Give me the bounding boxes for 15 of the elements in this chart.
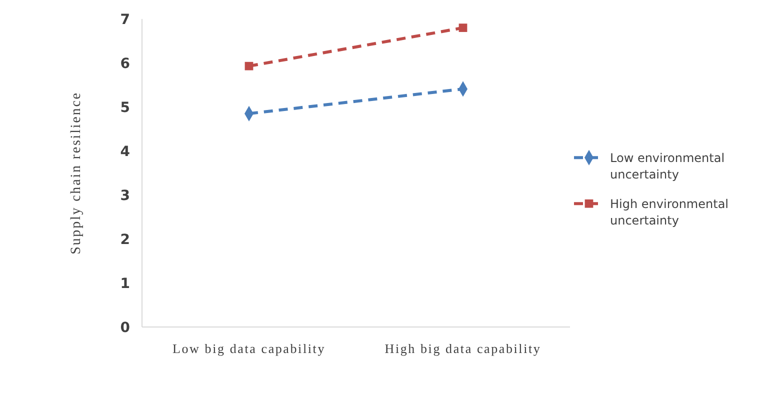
y-tick-label: 0 (120, 320, 130, 336)
y-tick-label: 5 (120, 100, 130, 116)
x-tick-label: Low big data capability (172, 341, 326, 356)
x-tick-label: High big data capability (384, 341, 542, 356)
y-tick-label: 6 (120, 56, 130, 72)
y-tick-label: 1 (120, 276, 130, 292)
y-tick-label: 7 (120, 12, 130, 28)
legend-label: High environmental uncertainty (610, 196, 729, 228)
point (244, 62, 254, 70)
point (458, 24, 468, 32)
y-tick-label: 3 (120, 188, 130, 204)
y-tick-label: 2 (120, 232, 130, 248)
y-tick-label: 4 (120, 144, 130, 160)
legend-label: Low environmental uncertainty (610, 150, 725, 182)
y-axis-title: Supply chain resilience (69, 92, 84, 254)
